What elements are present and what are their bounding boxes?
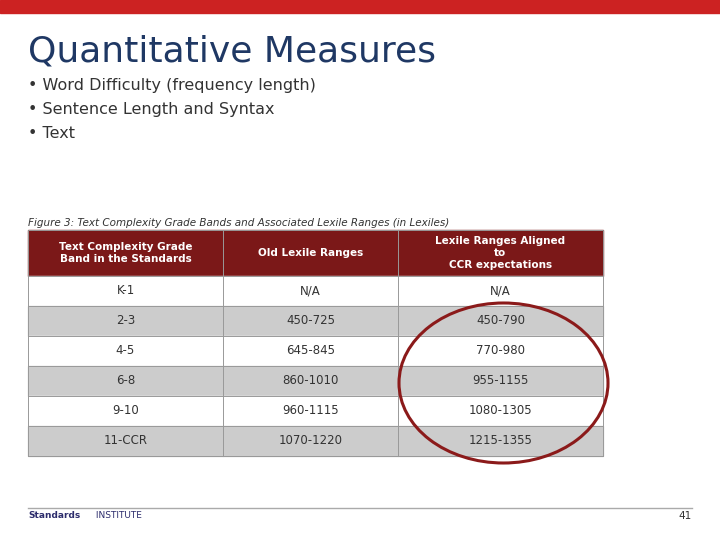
Text: 860-1010: 860-1010 bbox=[282, 375, 338, 388]
Text: 450-790: 450-790 bbox=[476, 314, 525, 327]
Text: • Word Difficulty (frequency length): • Word Difficulty (frequency length) bbox=[28, 78, 316, 93]
Bar bbox=[0, 0, 720, 13]
Bar bbox=[28, 426, 223, 456]
Text: Text Complexity Grade
Band in the Standards: Text Complexity Grade Band in the Standa… bbox=[59, 242, 192, 264]
Bar bbox=[28, 366, 223, 396]
Text: • Sentence Length and Syntax: • Sentence Length and Syntax bbox=[28, 102, 274, 117]
Text: 41: 41 bbox=[679, 511, 692, 521]
Text: Lexile Ranges Aligned
to
CCR expectations: Lexile Ranges Aligned to CCR expectation… bbox=[436, 235, 566, 271]
Text: 9-10: 9-10 bbox=[112, 404, 139, 417]
Text: 960-1115: 960-1115 bbox=[282, 404, 339, 417]
Bar bbox=[398, 426, 603, 456]
Text: • Text: • Text bbox=[28, 126, 75, 141]
Text: N/A: N/A bbox=[300, 285, 321, 298]
Text: 1080-1305: 1080-1305 bbox=[469, 404, 532, 417]
Bar bbox=[223, 426, 398, 456]
Bar bbox=[223, 306, 398, 336]
Text: Quantitative Measures: Quantitative Measures bbox=[28, 35, 436, 69]
Text: 1215-1355: 1215-1355 bbox=[469, 435, 532, 448]
Text: Standards: Standards bbox=[28, 511, 80, 521]
Text: Old Lexile Ranges: Old Lexile Ranges bbox=[258, 248, 363, 258]
Bar bbox=[223, 336, 398, 366]
Text: 4-5: 4-5 bbox=[116, 345, 135, 357]
Bar bbox=[223, 276, 398, 306]
Text: 2-3: 2-3 bbox=[116, 314, 135, 327]
Bar bbox=[28, 336, 223, 366]
Text: 11-CCR: 11-CCR bbox=[104, 435, 148, 448]
Bar bbox=[223, 230, 398, 276]
Text: 1070-1220: 1070-1220 bbox=[279, 435, 343, 448]
Text: 955-1155: 955-1155 bbox=[472, 375, 528, 388]
Bar bbox=[398, 230, 603, 276]
Bar bbox=[398, 306, 603, 336]
Bar bbox=[398, 276, 603, 306]
Bar bbox=[398, 396, 603, 426]
Text: 6-8: 6-8 bbox=[116, 375, 135, 388]
Text: Figure 3: Text Complexity Grade Bands and Associated Lexile Ranges (in Lexiles): Figure 3: Text Complexity Grade Bands an… bbox=[28, 218, 449, 228]
Text: INSTITUTE: INSTITUTE bbox=[93, 511, 142, 521]
Bar bbox=[223, 396, 398, 426]
Bar bbox=[223, 366, 398, 396]
Text: 645-845: 645-845 bbox=[286, 345, 335, 357]
Bar bbox=[28, 396, 223, 426]
Text: N/A: N/A bbox=[490, 285, 511, 298]
Bar bbox=[398, 366, 603, 396]
Text: 450-725: 450-725 bbox=[286, 314, 335, 327]
Bar bbox=[398, 336, 603, 366]
Bar bbox=[28, 230, 603, 456]
Bar bbox=[28, 230, 223, 276]
Bar bbox=[28, 276, 223, 306]
Bar bbox=[28, 306, 223, 336]
Text: K-1: K-1 bbox=[117, 285, 135, 298]
Text: 770-980: 770-980 bbox=[476, 345, 525, 357]
